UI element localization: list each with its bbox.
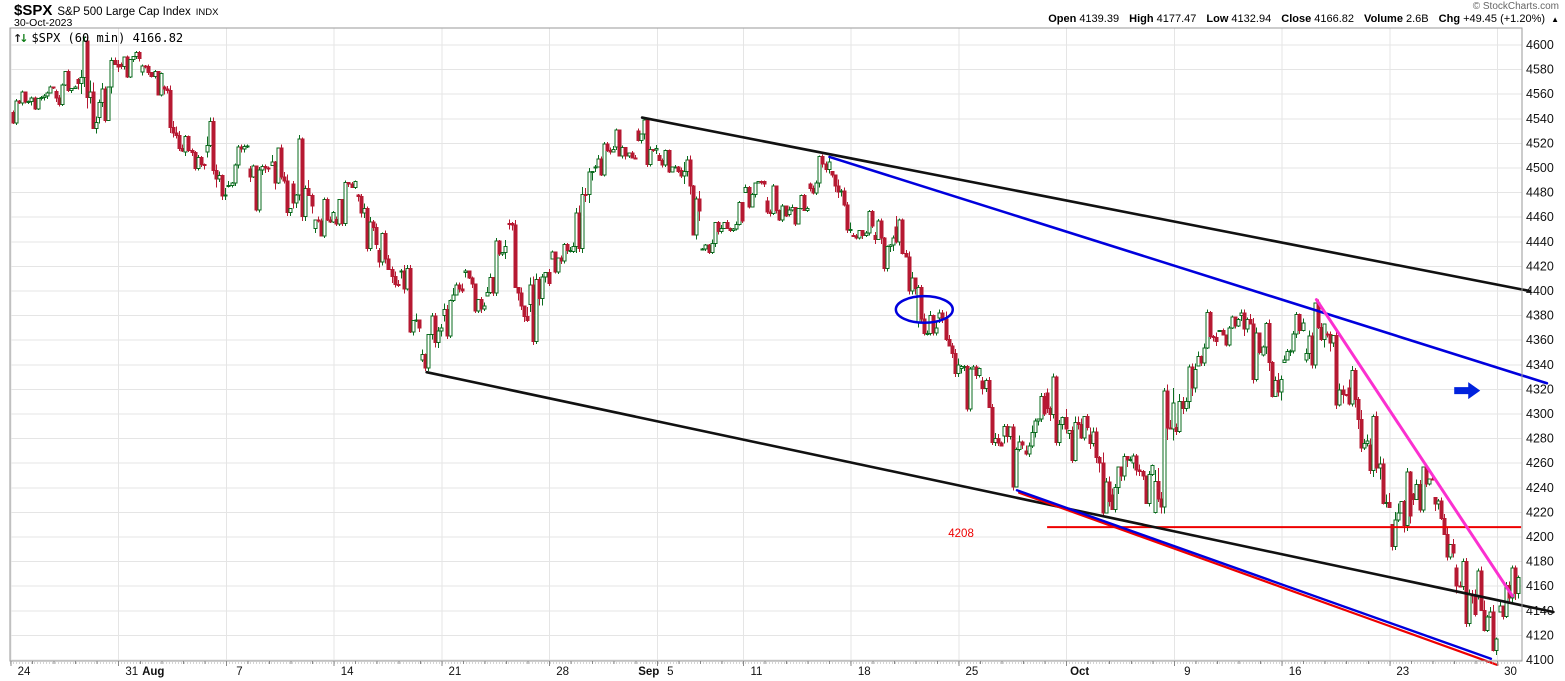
y-axis-tick-label: 4520 xyxy=(1526,136,1554,150)
x-axis-tick-label: 9 xyxy=(1184,666,1190,678)
copyright-label: © StockCharts.com xyxy=(1472,1,1559,12)
x-axis-tick-label: Sep xyxy=(638,666,659,678)
series-legend: ↑↓ $SPX (60 min) 4166.82 xyxy=(13,31,183,45)
y-axis-tick-label: 4500 xyxy=(1526,161,1554,175)
x-axis-tick-label: 21 xyxy=(448,666,461,678)
y-axis-tick-label: 4200 xyxy=(1526,530,1554,544)
x-axis-tick-label: 16 xyxy=(1289,666,1302,678)
volume-value: 2.6B xyxy=(1405,13,1429,25)
close-label: Close xyxy=(1281,13,1312,25)
lower-channel-line xyxy=(425,370,1555,614)
y-axis-tick-label: 4540 xyxy=(1526,112,1554,126)
y-axis-tick-label: 4400 xyxy=(1526,284,1554,298)
high-label: High xyxy=(1129,13,1154,25)
y-axis-tick-label: 4320 xyxy=(1526,382,1554,396)
open-value: 4139.39 xyxy=(1079,13,1120,25)
x-axis-tick-label: 18 xyxy=(858,666,871,678)
chg-label: Chg xyxy=(1438,13,1461,25)
y-axis-tick-label: 4480 xyxy=(1526,186,1554,200)
exchange-label: INDX xyxy=(195,7,219,18)
lower-steep-red-trendline xyxy=(1018,491,1499,667)
quote-summary: Open 4139.39 High 4177.47 Low 4132.94 Close… xyxy=(1041,13,1559,25)
x-axis-tick-label: 7 xyxy=(236,666,242,678)
low-value: 4132.94 xyxy=(1231,13,1272,25)
symbol-label: $SPX xyxy=(14,2,53,19)
y-axis-tick-label: 4560 xyxy=(1526,87,1554,101)
up-triangle-icon: ▲ xyxy=(1551,15,1559,24)
y-axis-tick-label: 4600 xyxy=(1526,38,1554,52)
y-axis-tick-label: 4220 xyxy=(1526,505,1554,519)
y-axis-tick-label: 4240 xyxy=(1526,481,1554,495)
close-value: 4166.82 xyxy=(1314,13,1354,25)
y-axis-tick-label: 4360 xyxy=(1526,333,1554,347)
x-axis-tick-label: 30 xyxy=(1504,666,1517,678)
y-axis-tick-label: 4260 xyxy=(1526,456,1554,470)
chg-value: +49.45 (+1.20%) xyxy=(1463,13,1546,25)
y-axis-tick-label: 4460 xyxy=(1526,210,1554,224)
open-label: Open xyxy=(1048,13,1077,25)
x-axis-tick-label: 14 xyxy=(341,666,354,678)
y-axis-tick-label: 4440 xyxy=(1526,235,1554,249)
lower-steep-blue-trendline xyxy=(1015,489,1493,660)
x-axis-tick-label: 28 xyxy=(556,666,569,678)
upper-blue-trendline xyxy=(828,155,1549,385)
y-axis-tick-label: 4380 xyxy=(1526,309,1554,323)
y-axis-tick-label: 4160 xyxy=(1526,579,1554,593)
index-name-label: S&P 500 Large Cap Index xyxy=(57,6,191,18)
upper-channel-line xyxy=(640,116,1531,293)
magenta-trendline xyxy=(1314,298,1514,598)
chart-title: $SPX S&P 500 Large Cap Index INDX xyxy=(14,2,218,20)
y-axis-tick-label: 4340 xyxy=(1526,358,1554,372)
support-level-label: 4208 xyxy=(948,528,974,540)
blue-right-arrow-icon xyxy=(1454,382,1481,400)
y-axis-tick-label: 4580 xyxy=(1526,63,1554,77)
y-axis-tick-label: 4100 xyxy=(1526,653,1554,667)
chart-date: 30-Oct-2023 xyxy=(14,17,73,29)
x-axis-tick-label: 5 xyxy=(667,666,673,678)
gap-highlight-ellipse xyxy=(894,294,954,324)
high-value: 4177.47 xyxy=(1156,13,1197,25)
y-axis-tick-label: 4180 xyxy=(1526,555,1554,569)
x-axis-tick-label: 11 xyxy=(751,666,763,678)
y-axis-tick-label: 4420 xyxy=(1526,259,1554,273)
x-axis-tick-label: Aug xyxy=(142,666,164,678)
candlestick-chart-icon: ↑↓ xyxy=(13,32,29,45)
x-axis-tick-label: 31 xyxy=(125,666,138,678)
volume-label: Volume xyxy=(1364,13,1403,25)
x-axis-tick-label: 23 xyxy=(1396,666,1409,678)
x-axis-tick-label: 24 xyxy=(18,666,31,678)
y-axis-tick-label: 4140 xyxy=(1526,604,1554,618)
x-axis-tick-label: 25 xyxy=(966,666,979,678)
low-label: Low xyxy=(1206,13,1229,25)
y-axis-tick-label: 4120 xyxy=(1526,628,1554,642)
y-axis-tick-label: 4300 xyxy=(1526,407,1554,421)
x-axis-tick-label: Oct xyxy=(1070,666,1089,678)
y-axis-tick-label: 4280 xyxy=(1526,432,1554,446)
series-legend-text: $SPX (60 min) 4166.82 xyxy=(31,31,184,45)
